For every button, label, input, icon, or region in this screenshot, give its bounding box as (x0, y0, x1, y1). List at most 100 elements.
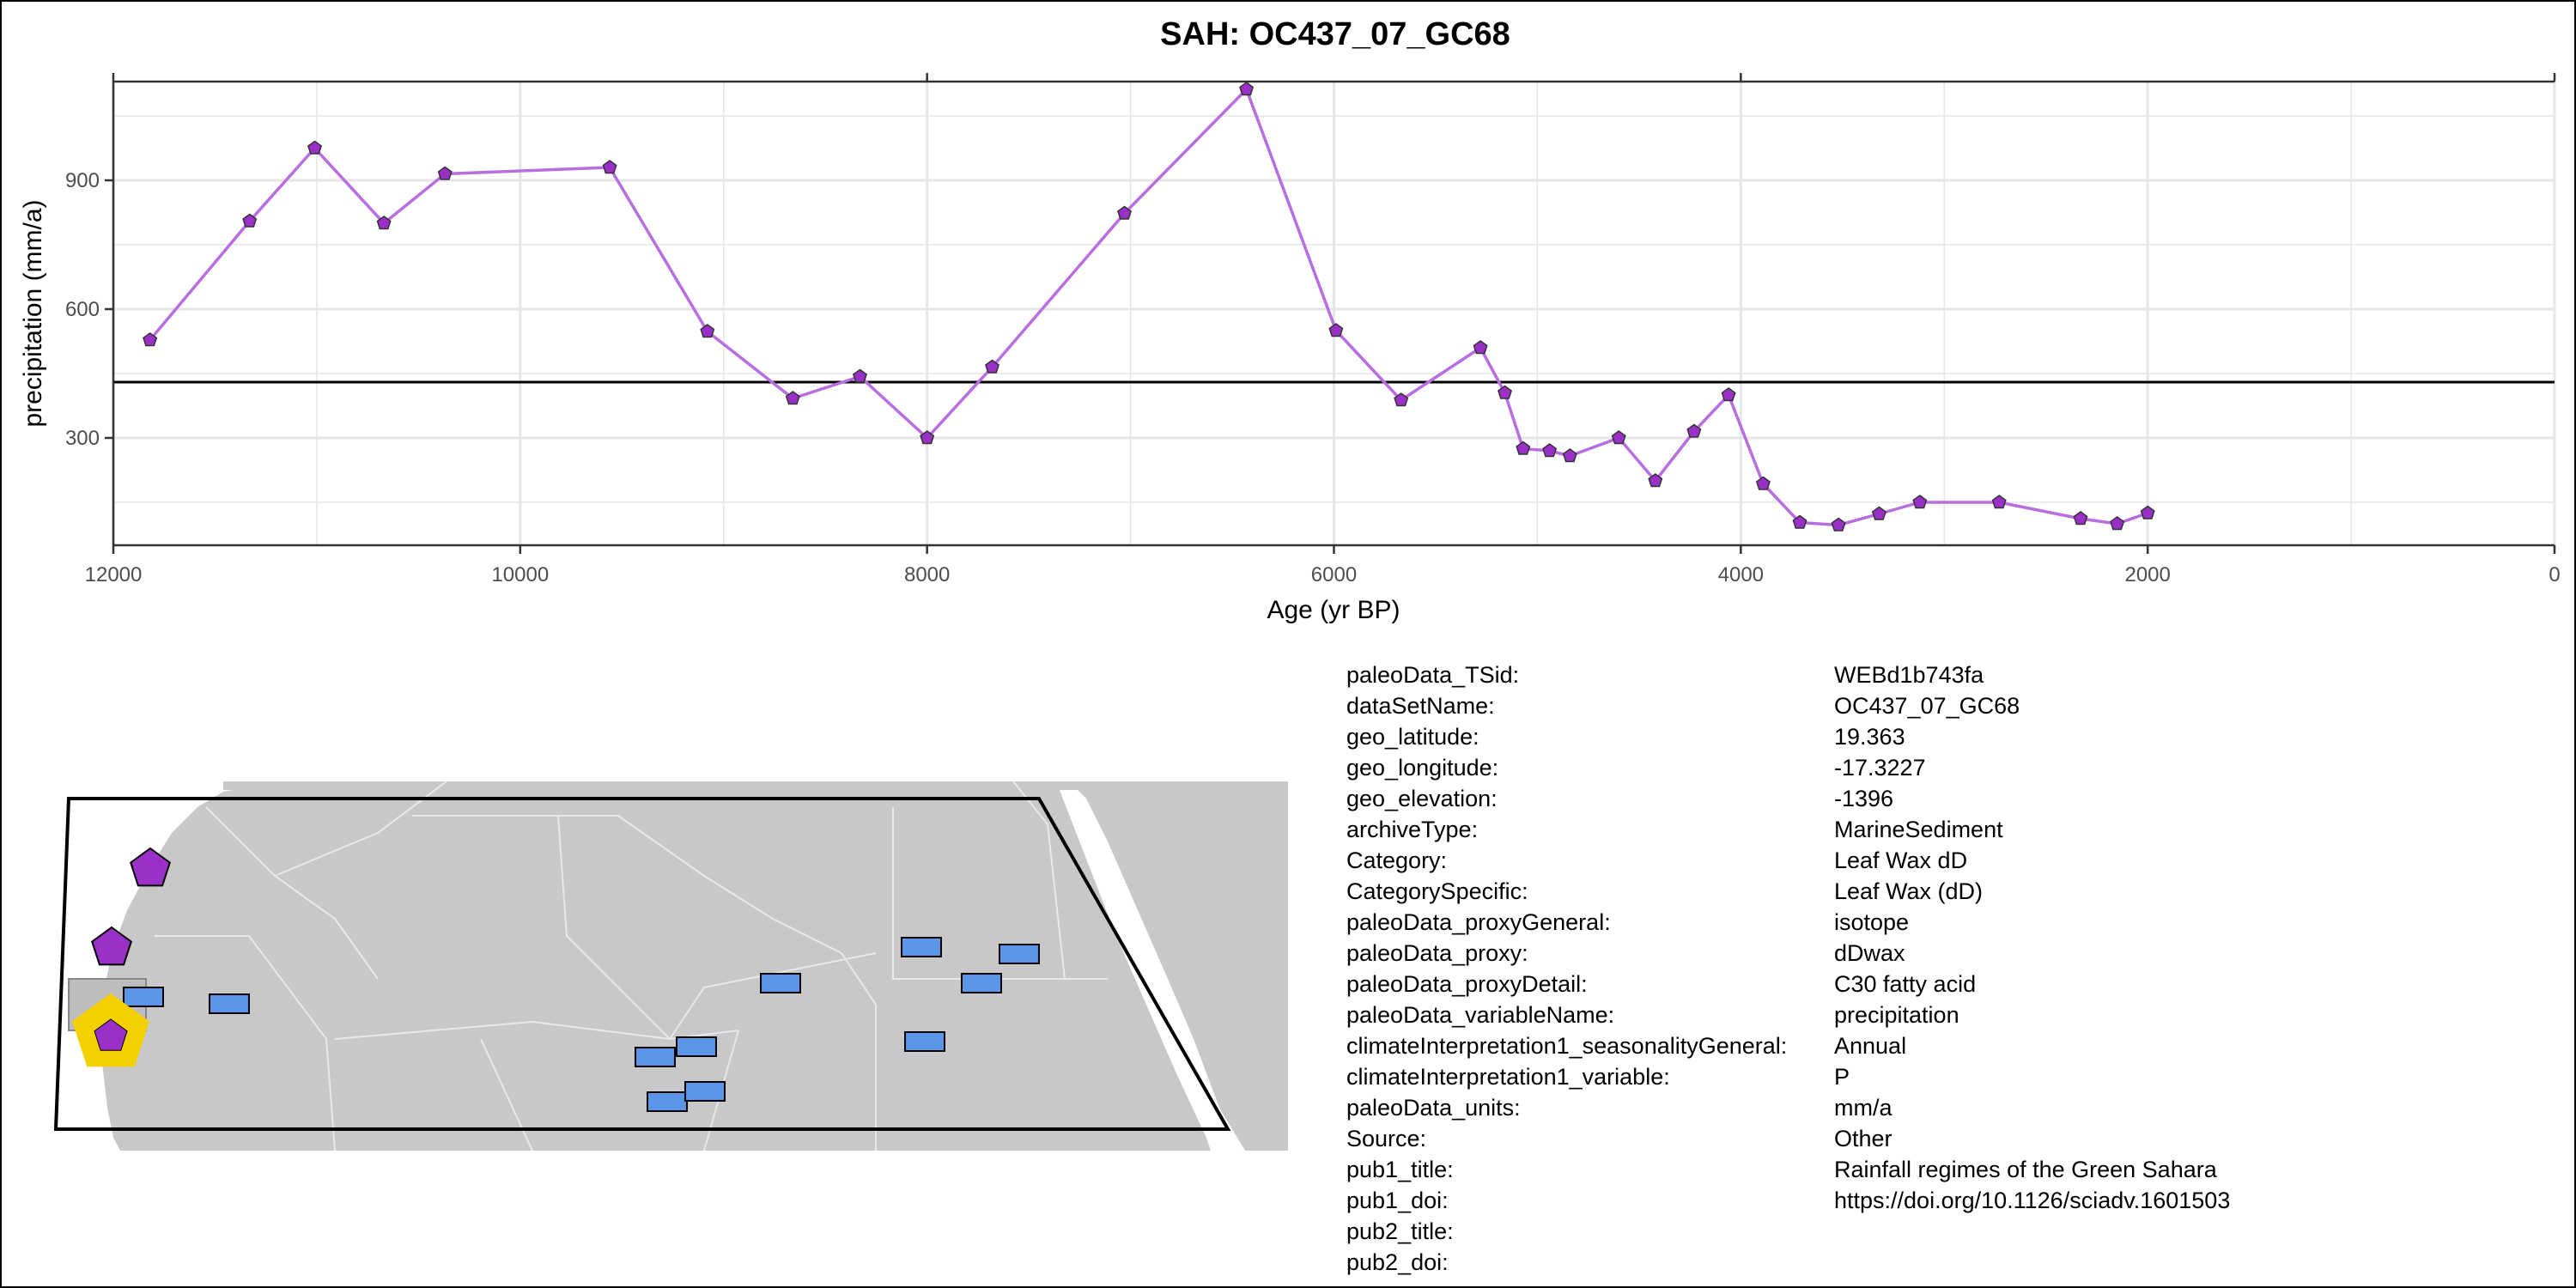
record-marker (999, 944, 1040, 964)
africa-land (101, 781, 1288, 1151)
record-marker (676, 1036, 717, 1057)
metadata-row: pub1_doi: https://doi.org/10.1126/sciadv.… (1346, 1185, 2230, 1216)
data-point (1721, 387, 1736, 402)
precipitation-chart: SAH: OC437_07_GC68 12000 10000 8000 6000 400… (19, 16, 2561, 624)
data-point (1117, 205, 1132, 220)
data-point (985, 359, 999, 374)
axes: 12000 10000 8000 6000 4000 2000 0 300 600 900 (65, 73, 2561, 586)
metadata-row: paleoData_variableName: precipitation (1346, 999, 2230, 1030)
data-point (307, 140, 323, 155)
metadata-key: geo_elevation: (1346, 786, 1498, 811)
record-marker (904, 1031, 945, 1052)
data-point (2110, 516, 2125, 531)
metadata-key: geo_longitude: (1346, 755, 1499, 781)
metadata-key: dataSetName: (1346, 693, 1495, 719)
region-outline (53, 797, 1231, 1131)
data-point (2140, 505, 2155, 519)
metadata-value: Leaf Wax (dD) (1834, 878, 1984, 904)
data-point (1831, 517, 1846, 532)
metadata-key: pub1_doi: (1346, 1188, 1449, 1213)
data-point (920, 430, 935, 445)
metadata-value: Rainfall regimes of the Green Sahara (1834, 1157, 2217, 1182)
metadata-row: paleoData_proxyGeneral: isotope (1346, 907, 2230, 938)
metadata-value: precipitation (1834, 1002, 1959, 1028)
metadata-value: 19.363 (1834, 724, 1905, 750)
record-marker (684, 1081, 726, 1102)
data-point (1328, 323, 1344, 337)
metadata-value: Other (1834, 1126, 1893, 1151)
data-point (1991, 495, 2007, 509)
site-marker (91, 926, 132, 966)
metadata-row: geo_latitude: 19.363 (1346, 721, 2230, 752)
y-tick-label: 300 (65, 427, 100, 450)
metadata-key: pub2_title: (1346, 1218, 1454, 1244)
metadata-value (1834, 1216, 2230, 1247)
metadata-value: mm/a (1834, 1095, 1893, 1121)
metadata-key: paleoData_TSid: (1346, 662, 1520, 688)
data-point (1611, 430, 1626, 445)
metadata-value: -17.3227 (1834, 755, 1926, 781)
metadata-row: paleoData_proxy: dDwax (1346, 938, 2230, 969)
metadata-row: paleoData_TSid: WEBd1b743fa (1346, 659, 2230, 690)
metadata-key: geo_latitude: (1346, 724, 1479, 750)
metadata-key: archiveType: (1346, 817, 1479, 842)
metadata-value: MarineSediment (1834, 817, 2003, 842)
metadata-value: OC437_07_GC68 (1834, 693, 2020, 719)
metadata-value (1834, 1247, 2230, 1278)
record-marker (209, 993, 250, 1014)
data-point (1498, 385, 1512, 399)
record-marker (961, 973, 1002, 993)
metadata-value: Leaf Wax dD (1834, 848, 1968, 873)
metadata-value: -1396 (1834, 786, 1894, 811)
data-point (1562, 448, 1577, 463)
metadata-row: climateInterpretation1_seasonalityGenera… (1346, 1030, 2230, 1061)
metadata-key: Source: (1346, 1126, 1427, 1151)
record-marker (647, 1091, 688, 1112)
y-axis-label: precipitation (mm/a) (19, 199, 47, 427)
data-point (1648, 473, 1663, 488)
metadata-row: CategorySpecific: Leaf Wax (dD) (1346, 876, 2230, 907)
record-markers (123, 937, 1040, 1112)
series-points-layer (143, 82, 2155, 532)
data-point (785, 391, 800, 405)
y-tick-label: 600 (65, 298, 100, 321)
land-strip-north (223, 781, 1082, 790)
metadata-key: climateInterpretation1_variable: (1346, 1064, 1670, 1090)
data-point (1516, 440, 1531, 455)
metadata-row: climateInterpretation1_variable: P (1346, 1061, 2230, 1092)
data-point (2073, 511, 2088, 526)
x-tick-label: 12000 (85, 563, 143, 586)
metadata-row: geo_longitude: -17.3227 (1346, 752, 2230, 783)
metadata-row: paleoData_units: mm/a (1346, 1092, 2230, 1123)
y-tick-label: 900 (65, 169, 100, 192)
metadata-key: paleoData_proxyDetail: (1346, 971, 1588, 997)
target-site-marker (94, 1018, 128, 1051)
metadata-row: dataSetName: OC437_07_GC68 (1346, 690, 2230, 721)
data-point (376, 216, 392, 230)
metadata-key: Category: (1346, 848, 1448, 873)
metadata-key: pub2_doi: (1346, 1249, 1449, 1275)
data-point (437, 166, 453, 180)
chart-title: SAH: OC437_07_GC68 (1160, 16, 1510, 52)
x-axis-label: Age (yr BP) (1267, 596, 1400, 624)
data-point (1755, 476, 1771, 490)
site-markers (72, 847, 171, 1067)
arabia-land (1219, 1039, 1288, 1151)
metadata-row: archiveType: MarineSediment (1346, 814, 2230, 845)
land-mass (68, 781, 1288, 1151)
metadata-value: C30 fatty acid (1834, 971, 1977, 997)
data-point (1239, 82, 1255, 96)
site-marker (130, 847, 171, 887)
metadata-key: CategorySpecific: (1346, 878, 1528, 904)
record-marker (901, 937, 942, 957)
metadata-row: geo_elevation: -1396 (1346, 783, 2230, 814)
record-marker (760, 973, 801, 993)
x-tick-label: 2000 (2124, 563, 2170, 586)
metadata-value: P (1834, 1064, 1850, 1090)
metadata-key: climateInterpretation1_seasonalityGenera… (1346, 1033, 1788, 1059)
metadata-value: Annual (1834, 1033, 1907, 1059)
data-point (242, 213, 258, 228)
metadata-value: WEBd1b743fa (1834, 662, 1984, 688)
metadata-row: paleoData_proxyDetail: C30 fatty acid (1346, 969, 2230, 999)
